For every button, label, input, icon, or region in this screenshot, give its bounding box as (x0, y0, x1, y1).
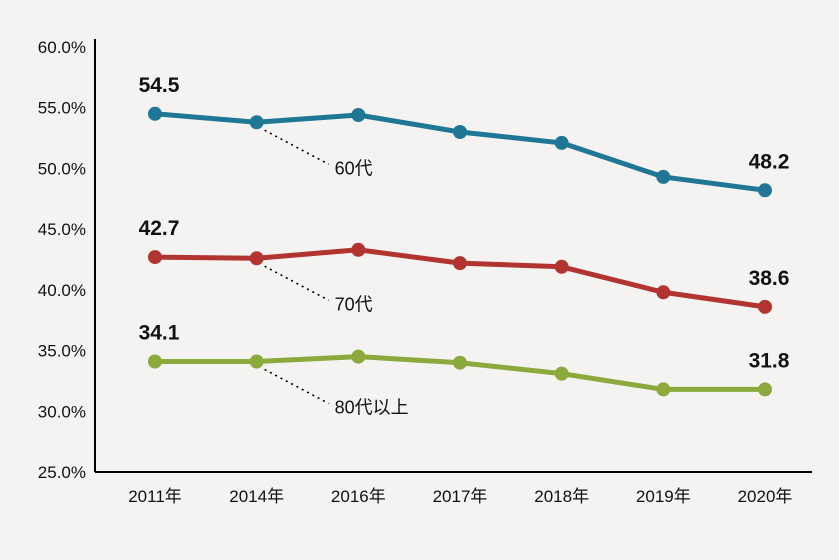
data-point (656, 169, 671, 184)
value-label-last: 38.6 (749, 267, 790, 290)
y-axis-tick-label: 50.0% (38, 159, 86, 178)
data-point (758, 382, 772, 397)
data-point (453, 355, 467, 370)
x-axis-tick-label: 2020年 (738, 487, 793, 506)
data-point (554, 366, 569, 381)
data-point (249, 115, 264, 130)
x-axis-tick-label: 2018年 (534, 487, 589, 506)
data-point (148, 106, 162, 121)
y-axis-tick-label: 55.0% (38, 99, 86, 118)
x-axis-tick-label: 2016年 (331, 487, 386, 506)
x-axis-tick-label: 2011年 (128, 487, 182, 506)
value-label-first: 34.1 (139, 322, 180, 345)
series-name-label: 60代 (335, 158, 373, 178)
series-name-label: 70代 (335, 294, 373, 314)
data-point (656, 382, 671, 397)
y-axis-tick-label: 30.0% (38, 402, 86, 421)
leader-line (264, 368, 330, 405)
series-name-label: 80代以上 (335, 398, 409, 418)
y-axis-tick-label: 35.0% (38, 342, 86, 361)
data-point (554, 135, 569, 150)
data-point (351, 349, 366, 364)
data-point (249, 354, 264, 369)
leader-line (264, 265, 330, 301)
data-point (453, 125, 467, 139)
data-point (148, 354, 162, 369)
data-point (554, 259, 569, 274)
x-axis-tick-label: 2017年 (433, 487, 488, 506)
data-point (758, 299, 772, 314)
data-point (351, 108, 366, 122)
data-point (148, 250, 162, 265)
y-axis-tick-label: 25.0% (38, 463, 86, 482)
value-label-first: 54.5 (139, 74, 180, 97)
leader-line (264, 129, 330, 165)
y-axis-tick-label: 40.0% (38, 281, 86, 300)
x-axis-tick-label: 2014年 (229, 487, 284, 506)
value-label-last: 31.8 (749, 349, 790, 372)
y-axis-tick-label: 60.0% (38, 38, 86, 57)
data-point (656, 285, 671, 300)
x-axis-tick-label: 2019年 (636, 487, 691, 506)
data-point (249, 251, 264, 266)
value-label-first: 42.7 (139, 217, 180, 240)
data-point (758, 183, 772, 198)
data-point (453, 256, 467, 271)
value-label-last: 48.2 (749, 150, 790, 173)
y-axis-tick-label: 45.0% (38, 220, 86, 239)
data-point (351, 242, 366, 257)
